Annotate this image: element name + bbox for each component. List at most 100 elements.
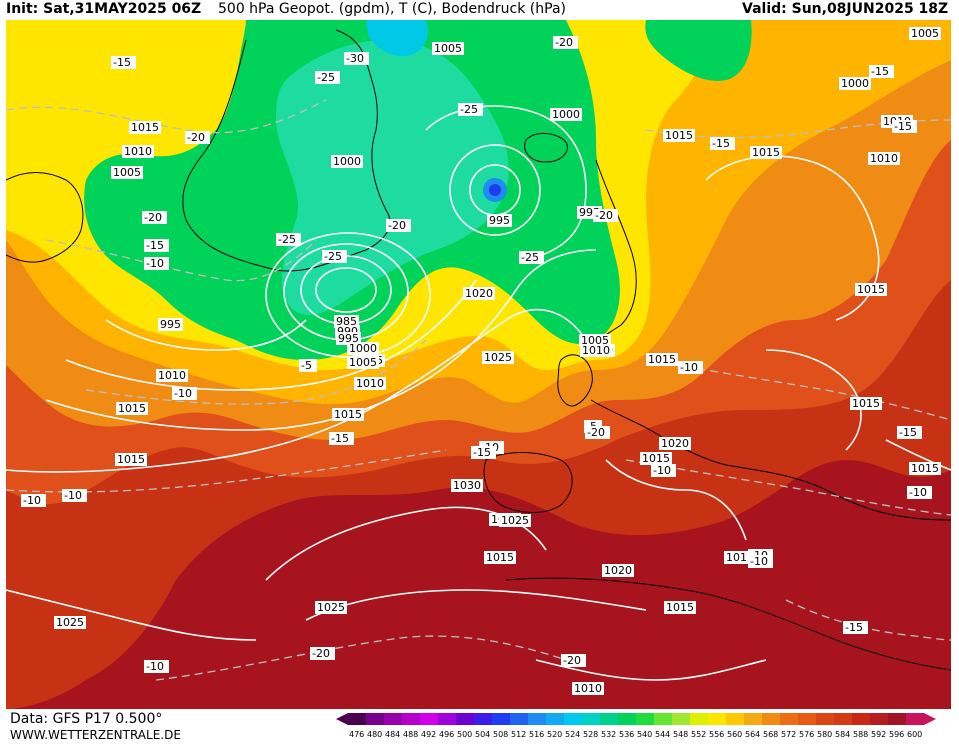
temperature-label: -10 (144, 660, 169, 673)
isobar-label: 1015 (850, 397, 882, 410)
legend-swatch (456, 713, 474, 725)
legend-swatch (420, 713, 438, 725)
init-time: Init: Sat,31MAY2025 06Z (6, 1, 202, 17)
legend-swatch (798, 713, 816, 725)
legend-value: 516 (529, 730, 544, 739)
map-title: 500 hPa Geopot. (gpdm), T (C), Bodendruc… (218, 1, 566, 17)
svg-text:1000: 1000 (841, 77, 869, 90)
svg-text:1010: 1010 (582, 344, 610, 357)
iberia-coast (483, 452, 573, 513)
svg-text:-15: -15 (331, 432, 349, 445)
legend-value: 520 (547, 730, 562, 739)
legend-value: 580 (817, 730, 832, 739)
svg-text:-25: -25 (460, 103, 478, 116)
svg-text:1000: 1000 (552, 108, 580, 121)
britain-coast (557, 354, 593, 407)
isobar-label: 1015 (663, 129, 695, 142)
svg-text:-15: -15 (113, 56, 131, 69)
temperature-label: -25 (276, 233, 301, 246)
svg-text:1015: 1015 (752, 146, 780, 159)
svg-text:1010: 1010 (574, 682, 602, 695)
svg-text:-20: -20 (563, 654, 581, 667)
temperature-label: -15 (329, 432, 354, 445)
labrador-coast (6, 172, 84, 263)
legend-swatch (618, 713, 636, 725)
temperature-label: -10 (21, 494, 46, 507)
legend-value: 488 (403, 730, 418, 739)
svg-text:-15: -15 (899, 426, 917, 439)
isobar-label: 1010 (122, 145, 154, 158)
temperature-label: -10 (651, 464, 676, 477)
legend-swatch (492, 713, 510, 725)
isobar-label: 1025 (54, 616, 86, 629)
temperature-label: -5 (299, 359, 317, 372)
africa-coast (505, 577, 951, 671)
isobar-label: 1005 (347, 356, 379, 369)
svg-text:1000: 1000 (349, 342, 377, 355)
legend-value: 600 (907, 730, 922, 739)
legend-swatch (852, 713, 870, 725)
temperature-label: -20 (585, 426, 610, 439)
legend-swatch (888, 713, 906, 725)
isobar-label: 1015 (640, 452, 672, 465)
svg-text:1020: 1020 (661, 437, 689, 450)
legend-swatch (654, 713, 672, 725)
temperature-label: -15 (471, 446, 496, 459)
isobar-label: 1000 (839, 77, 871, 90)
svg-text:1005: 1005 (434, 42, 462, 55)
legend-value: 588 (853, 730, 868, 739)
legend-value: 512 (511, 730, 526, 739)
legend-arrow-right (924, 713, 936, 725)
data-source: Data: GFS P17 0.500° (10, 711, 163, 727)
legend-value: 532 (601, 730, 616, 739)
svg-text:-15: -15 (473, 446, 491, 459)
isobar-label: 1010 (572, 682, 604, 695)
temperature-label: -25 (519, 251, 544, 264)
color-legend: 476 480 484 488 492 496 500 504 508 512 516 520 524 5… (336, 713, 956, 745)
legend-value: 544 (655, 730, 670, 739)
isobar-label: 1015 (664, 601, 696, 614)
legend-value: 504 (475, 730, 490, 739)
temperature-label: -20 (553, 36, 578, 49)
legend-swatch (510, 713, 528, 725)
isobar-label: 1000 (331, 155, 363, 168)
legend-swatch (744, 713, 762, 725)
isobar-label: 1025 (315, 601, 347, 614)
isobar-label: 1015 (646, 353, 678, 366)
legend-value: 572 (781, 730, 796, 739)
isobar-label: 1005 (432, 42, 464, 55)
svg-text:-10: -10 (653, 464, 671, 477)
valid-time: Valid: Sun,08JUN2025 18Z (742, 1, 949, 17)
temperature-label: -20 (593, 209, 618, 222)
legend-swatch (564, 713, 582, 725)
legend-value: 524 (565, 730, 580, 739)
isobar-labels: 1005101510101005995100010051010101510201… (54, 27, 941, 695)
isobar-label: 1015 (116, 402, 148, 415)
svg-text:-10: -10 (146, 660, 164, 673)
legend-swatch (384, 713, 402, 725)
svg-text:1025: 1025 (484, 351, 512, 364)
legend-swatch (906, 713, 924, 725)
svg-text:-20: -20 (187, 131, 205, 144)
isobar-label: 1020 (463, 287, 495, 300)
svg-text:1015: 1015 (852, 397, 880, 410)
weather-map: 1005101510101005995100010051010101510201… (6, 20, 951, 709)
svg-text:995: 995 (338, 332, 359, 345)
legend-swatch (816, 713, 834, 725)
legend-value: 556 (709, 730, 724, 739)
temperature-label: -25 (458, 103, 483, 116)
svg-text:1025: 1025 (56, 616, 84, 629)
temp-field-lightgreen (276, 40, 509, 315)
temperature-label: -20 (561, 654, 586, 667)
legend-arrow-left (336, 713, 348, 725)
temperature-label: -15 (869, 65, 894, 78)
legend-value: 484 (385, 730, 400, 739)
temperature-label: -10 (907, 486, 932, 499)
isobar-label: 1000 (347, 342, 379, 355)
svg-text:1010: 1010 (870, 152, 898, 165)
isobar-label: 1015 (129, 121, 161, 134)
legend-value: 536 (619, 730, 634, 739)
svg-text:-20: -20 (388, 219, 406, 232)
legend-value: 528 (583, 730, 598, 739)
svg-text:1010: 1010 (356, 377, 384, 390)
